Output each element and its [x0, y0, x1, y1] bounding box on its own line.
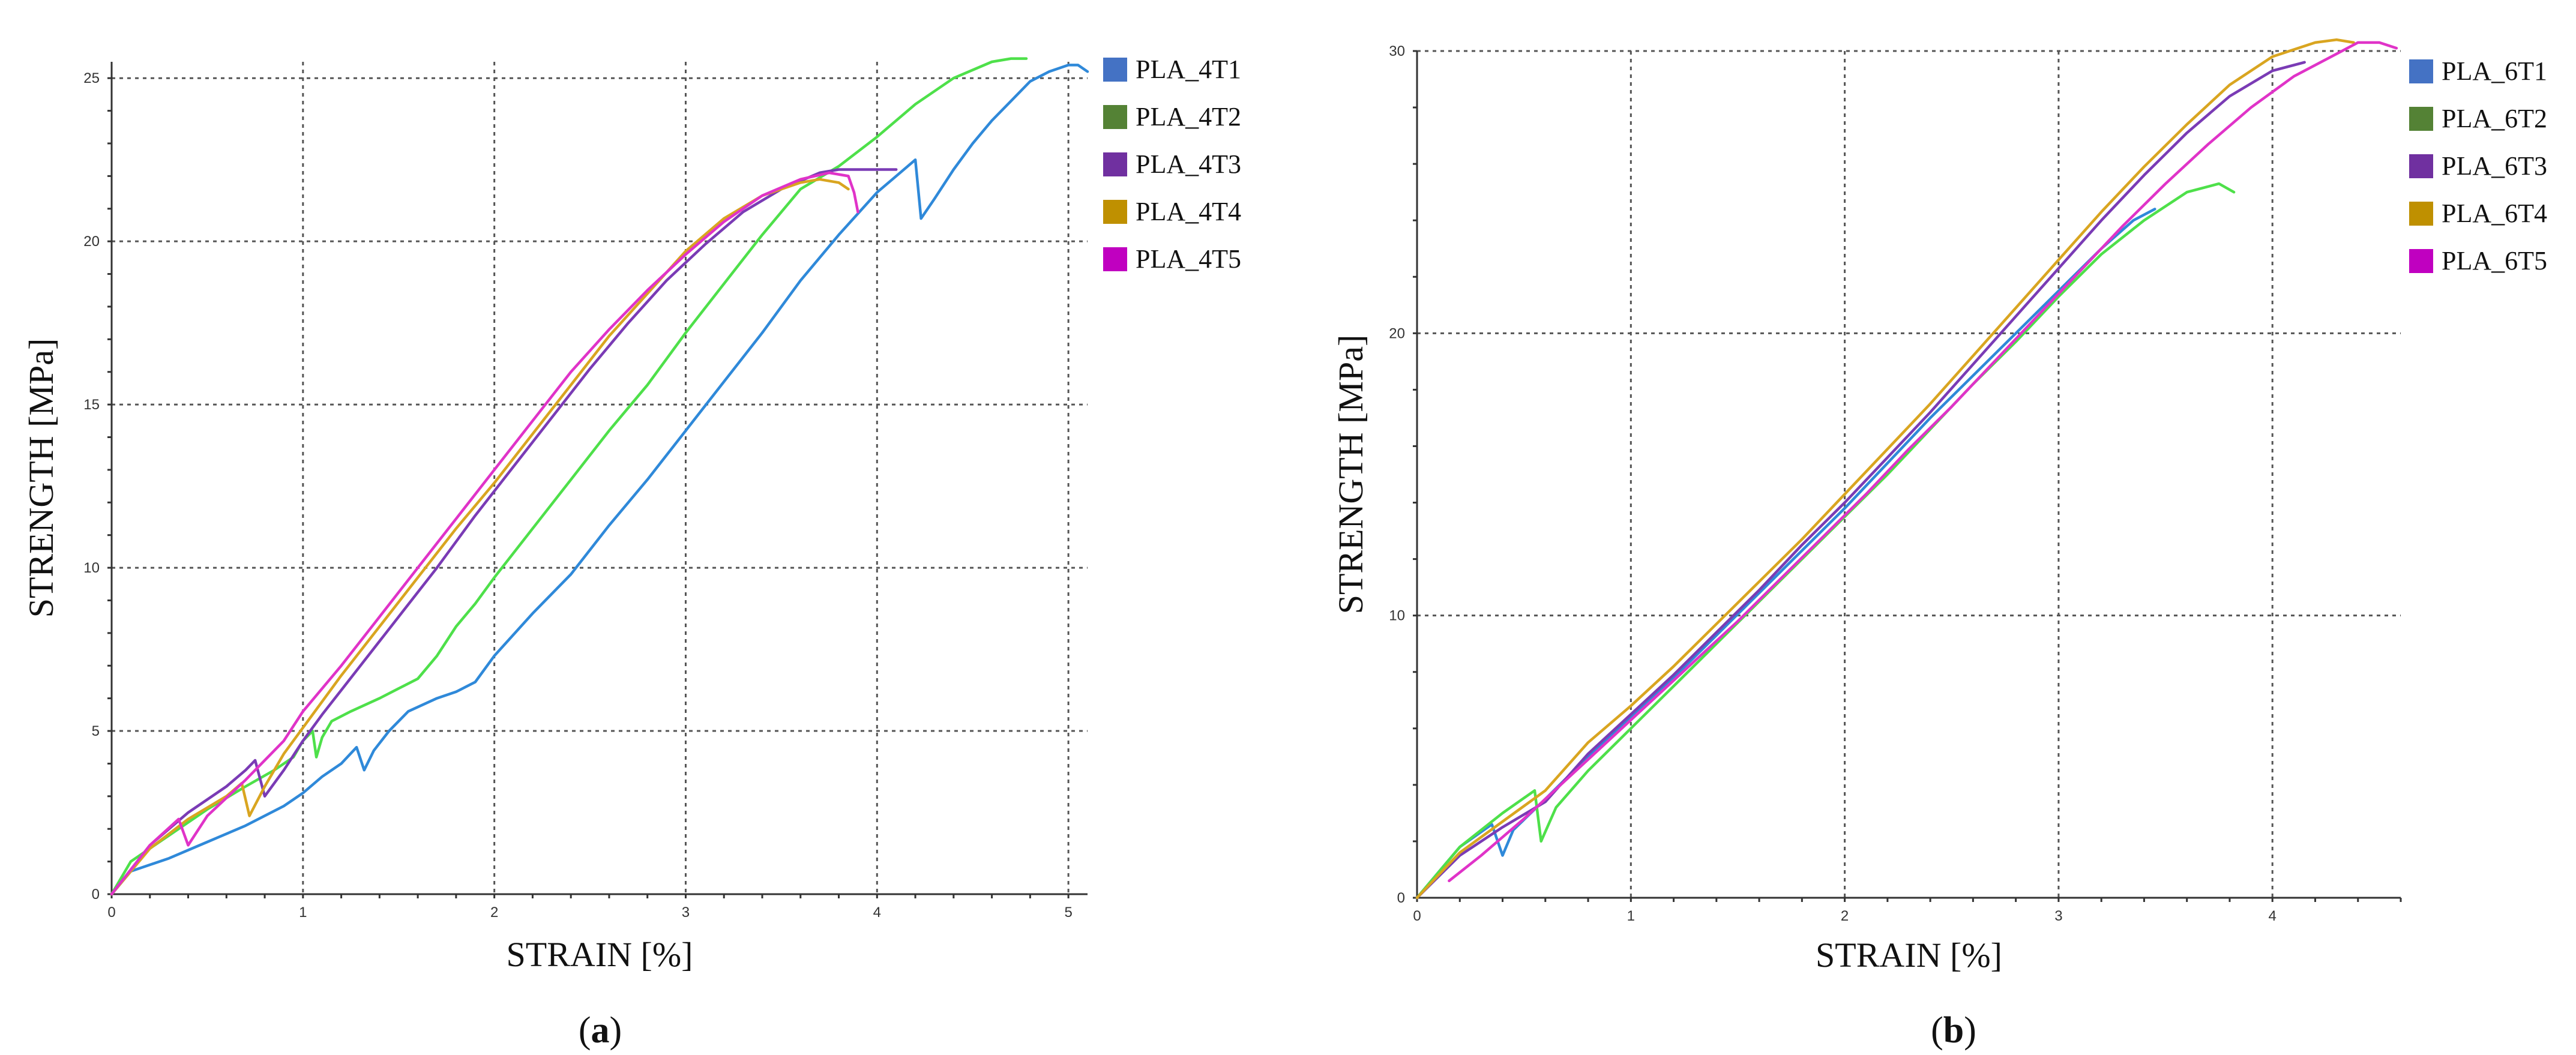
legend-entry-label: PLA_4T3: [1136, 149, 1241, 179]
legend-swatch: [2409, 59, 2433, 83]
y-tick-label: 10: [1389, 608, 1405, 624]
legend-entry-label: PLA_6T4: [2442, 199, 2547, 228]
x-tick-label: 2: [1841, 908, 1849, 924]
panel-b-label: (b): [1931, 1010, 1976, 1051]
legend-swatch: [1103, 152, 1127, 176]
chart-panel-a: 0 1 2 3 4 5 0 5 10 15 20 25 STRAIN [%] STRENGTH [MPa]…: [22, 55, 1241, 974]
y-tick-label: 20: [83, 233, 100, 250]
series-line-pla-6t3: [1415, 61, 2306, 900]
series-line-pla-6t1: [1415, 208, 2156, 900]
panel-b-label-close: ): [1964, 1010, 1976, 1051]
legend-swatch: [2409, 154, 2433, 178]
panel-a-label-letter: a: [591, 1010, 610, 1051]
legend-entry-label: PLA_4T1: [1136, 55, 1241, 84]
series-line-pla-6t5: [1448, 41, 2398, 883]
legend-swatch: [1103, 247, 1127, 271]
chart-panel-b: 0 1 2 3 4 0 10 20 30 STRAIN [%] STRENGTH [MPa] PLA_…: [1331, 38, 2547, 975]
x-tick-label: 1: [299, 904, 307, 921]
legend-swatch: [1103, 105, 1127, 129]
y-tick-label: 10: [83, 560, 100, 576]
series-line-pla-4t2: [110, 57, 1028, 896]
y-axis-label: STRENGTH [MPa]: [22, 338, 61, 618]
x-tick-label: 0: [107, 904, 115, 921]
y-tick-label: 25: [83, 70, 100, 86]
x-axis-label: STRAIN [%]: [507, 935, 693, 974]
y-axis-label: STRENGTH [MPa]: [1331, 335, 1370, 615]
panel-a-label-open: (: [579, 1010, 591, 1051]
series-line-pla-4t5: [110, 171, 859, 896]
series-line-pla-4t4: [110, 178, 850, 896]
y-tick-label: 30: [1389, 43, 1405, 59]
series-line-pla-4t3: [110, 168, 898, 896]
panel-a-label: (a): [579, 1010, 622, 1051]
y-tick-label: 5: [92, 723, 100, 739]
legend-entry-label: PLA_6T2: [2442, 104, 2547, 133]
series-line-pla-6t2: [1415, 182, 2236, 900]
x-axis-label: STRAIN [%]: [1816, 936, 2002, 975]
x-tick-label: 1: [1627, 908, 1635, 924]
legend-entry-label: PLA_6T5: [2442, 246, 2547, 275]
x-tick-label: 0: [1413, 908, 1421, 924]
series-line-pla-4t1: [110, 64, 1089, 896]
y-tick-label: 20: [1389, 325, 1405, 341]
y-tick-label: 0: [1397, 890, 1405, 906]
legend-swatch: [2409, 202, 2433, 226]
legend-entry-label: PLA_4T4: [1136, 197, 1241, 226]
legend-swatch: [1103, 200, 1127, 224]
x-tick-label: 2: [490, 904, 498, 921]
x-tick-label: 3: [682, 904, 690, 921]
x-tick-label: 3: [2054, 908, 2062, 924]
series-line-pla-6t4: [1415, 38, 2355, 900]
panel-b-label-letter: b: [1943, 1010, 1964, 1051]
legend-swatch: [2409, 107, 2433, 131]
legend-entry-label: PLA_6T1: [2442, 56, 2547, 86]
y-tick-label: 15: [83, 397, 100, 413]
legend-entry-label: PLA_6T3: [2442, 151, 2547, 181]
x-tick-label: 4: [2269, 908, 2277, 924]
y-tick-label: 0: [92, 886, 100, 903]
legend-swatch: [1103, 58, 1127, 82]
legend-entry-label: PLA_4T2: [1136, 102, 1241, 131]
legend-swatch: [2409, 249, 2433, 273]
x-tick-label: 4: [873, 904, 881, 921]
x-tick-label: 5: [1064, 904, 1072, 921]
panel-a-label-close: ): [610, 1010, 622, 1051]
panel-b-label-open: (: [1931, 1010, 1943, 1051]
legend-entry-label: PLA_4T5: [1136, 244, 1241, 274]
